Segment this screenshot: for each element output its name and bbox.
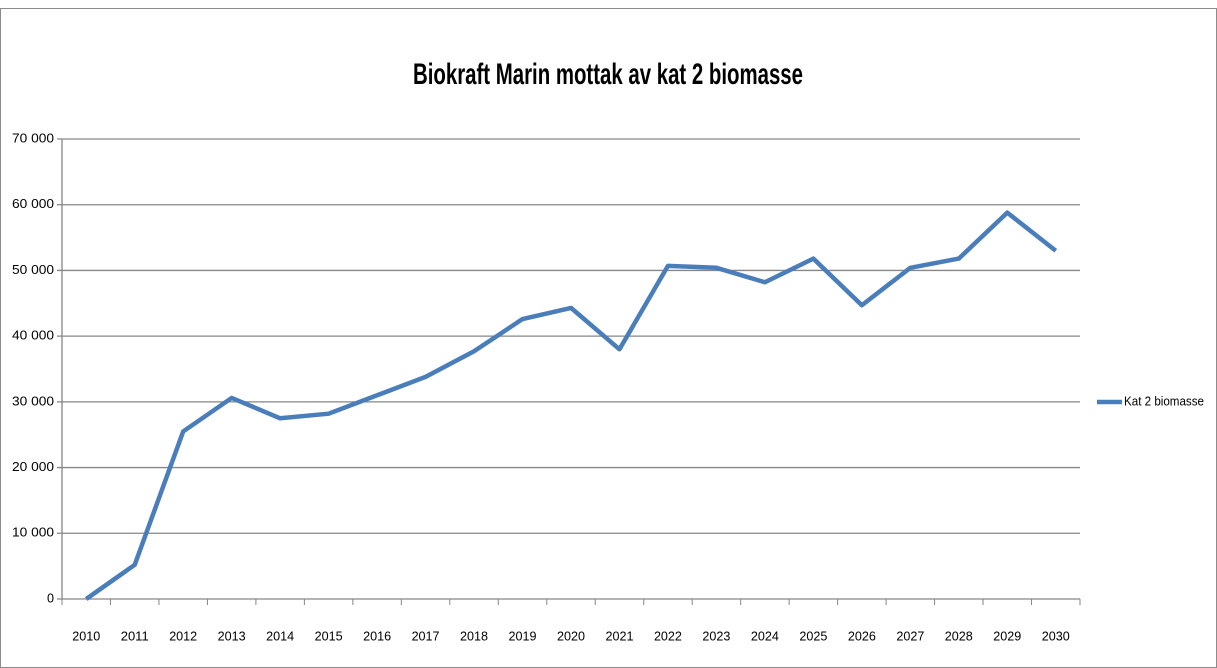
x-tick-label: 2012 [169,628,197,643]
y-tick-label: 50 000 [12,262,54,277]
x-tick-label: 2016 [363,628,391,643]
x-tick-label: 2014 [266,628,294,643]
x-tick-label: 2020 [557,628,585,643]
x-tick-label: 2013 [218,628,246,643]
legend-label: Kat 2 biomasse [1124,393,1204,408]
x-tick-label: 2024 [751,628,779,643]
x-tick-label: 2017 [412,628,440,643]
y-tick-label: 30 000 [12,393,54,408]
x-tick-label: 2018 [460,628,488,643]
x-tick-label: 2021 [605,628,633,643]
x-tick-label: 2029 [993,628,1021,643]
y-tick-label: 70 000 [12,130,54,145]
data-line [84,210,1058,601]
x-tick-label: 2027 [896,628,924,643]
y-tick-label: 0 [47,590,54,605]
y-tick-label: 20 000 [12,459,54,474]
x-tick-label: 2019 [509,628,537,643]
x-tick-label: 2023 [702,628,730,643]
x-tick-label: 2010 [72,628,100,643]
chart-title: Biokraft Marin mottak av kat 2 biomasse [413,58,803,91]
x-tick-label: 2030 [1042,628,1070,643]
y-tick-label: 10 000 [12,525,54,540]
x-tick-label: 2015 [315,628,343,643]
x-tick-label: 2028 [945,628,973,643]
y-tick-label: 60 000 [12,196,54,211]
x-tick-label: 2022 [654,628,682,643]
x-tick-label: 2011 [121,628,149,643]
x-tick-label: 2026 [848,628,876,643]
x-tick-label: 2025 [799,628,827,643]
y-tick-label: 40 000 [12,328,54,343]
